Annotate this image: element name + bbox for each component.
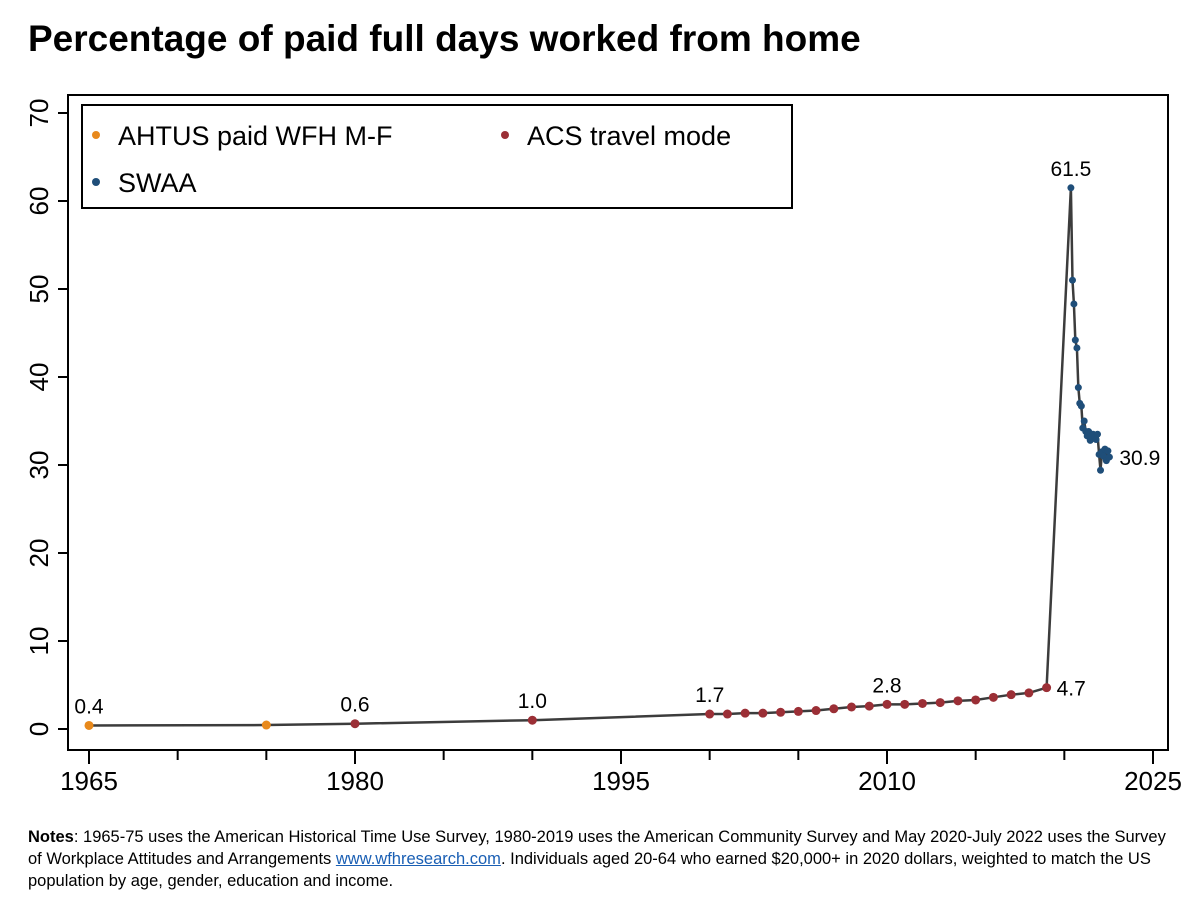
x-tick-label: 1980 — [326, 766, 384, 796]
legend-marker — [92, 178, 100, 186]
data-point — [1080, 417, 1088, 425]
legend-box — [81, 104, 793, 209]
plot-frame — [67, 94, 1169, 751]
wfhresearch-link[interactable]: www.wfhresearch.com — [335, 850, 501, 868]
chart-title: Percentage of paid full days worked from… — [28, 18, 861, 59]
data-point — [1104, 447, 1112, 455]
data-point — [1093, 430, 1101, 438]
notes-text-1: : 1965-75 uses the American Historical T… — [28, 828, 1166, 868]
data-point — [1073, 344, 1081, 352]
data-point — [882, 699, 892, 709]
data-point — [1068, 276, 1076, 284]
legend-marker — [92, 131, 100, 139]
data-point — [722, 709, 732, 719]
y-tick-label: 30 — [24, 451, 54, 480]
data-label: 4.7 — [1057, 678, 1086, 701]
data-point — [1097, 466, 1105, 474]
y-tick-label: 0 — [24, 722, 54, 736]
legend-label: SWAA — [118, 168, 197, 198]
x-tick-label: 2025 — [1124, 766, 1182, 796]
legend-label: ACS travel mode — [527, 121, 731, 151]
data-point — [1074, 384, 1082, 392]
data-point — [864, 701, 874, 711]
data-point — [1071, 336, 1079, 344]
data-point — [758, 708, 768, 718]
y-tick-label: 10 — [24, 627, 54, 656]
data-label: 1.7 — [695, 684, 724, 707]
data-point — [350, 719, 360, 729]
y-tick-label: 60 — [24, 187, 54, 216]
data-label: 1.0 — [518, 690, 547, 713]
data-point — [811, 706, 821, 716]
data-point — [527, 715, 537, 725]
data-point — [1042, 683, 1052, 693]
data-point — [1105, 453, 1113, 461]
data-point — [1092, 435, 1100, 443]
data-point — [847, 702, 857, 712]
legend-label: AHTUS paid WFH M-F — [118, 121, 393, 151]
data-point — [1077, 402, 1085, 410]
notes: Notes: 1965-75 uses the American Histori… — [28, 826, 1178, 892]
data-label: 30.9 — [1119, 447, 1160, 470]
data-point — [1024, 688, 1034, 698]
data-point — [84, 720, 94, 730]
x-tick-label: 2010 — [858, 766, 916, 796]
data-point — [1006, 690, 1016, 700]
y-tick-label: 40 — [24, 363, 54, 392]
data-point — [1070, 300, 1078, 308]
notes-text-2: . Individuals aged 20-64 who earned $20,… — [28, 850, 1151, 890]
series-line — [88, 187, 1111, 727]
data-point — [935, 698, 945, 708]
data-point — [776, 707, 786, 717]
data-point — [953, 696, 963, 706]
data-label: 0.4 — [74, 695, 104, 718]
data-point — [1067, 184, 1075, 192]
data-point — [988, 692, 998, 702]
notes-label: Notes — [28, 828, 74, 846]
y-tick-label: 20 — [24, 539, 54, 568]
data-point — [900, 699, 910, 709]
x-tick-label: 1995 — [592, 766, 650, 796]
chart: 0 10 20 30 40 50 60 70 1965 1980 1995 2010 2025 0.4 0.… — [24, 94, 1182, 796]
y-tick-label: 50 — [24, 275, 54, 304]
data-point — [705, 709, 715, 719]
data-point — [829, 704, 839, 714]
data-label: 61.5 — [1050, 158, 1091, 181]
data-point — [971, 695, 981, 705]
data-point — [917, 698, 927, 708]
data-point — [261, 720, 271, 730]
x-tick-label: 1965 — [60, 766, 118, 796]
data-point — [793, 706, 803, 716]
data-label: 2.8 — [872, 674, 901, 697]
data-point — [740, 708, 750, 718]
legend-marker — [501, 131, 509, 139]
y-tick-label: 70 — [24, 99, 54, 128]
data-label: 0.6 — [340, 694, 369, 717]
